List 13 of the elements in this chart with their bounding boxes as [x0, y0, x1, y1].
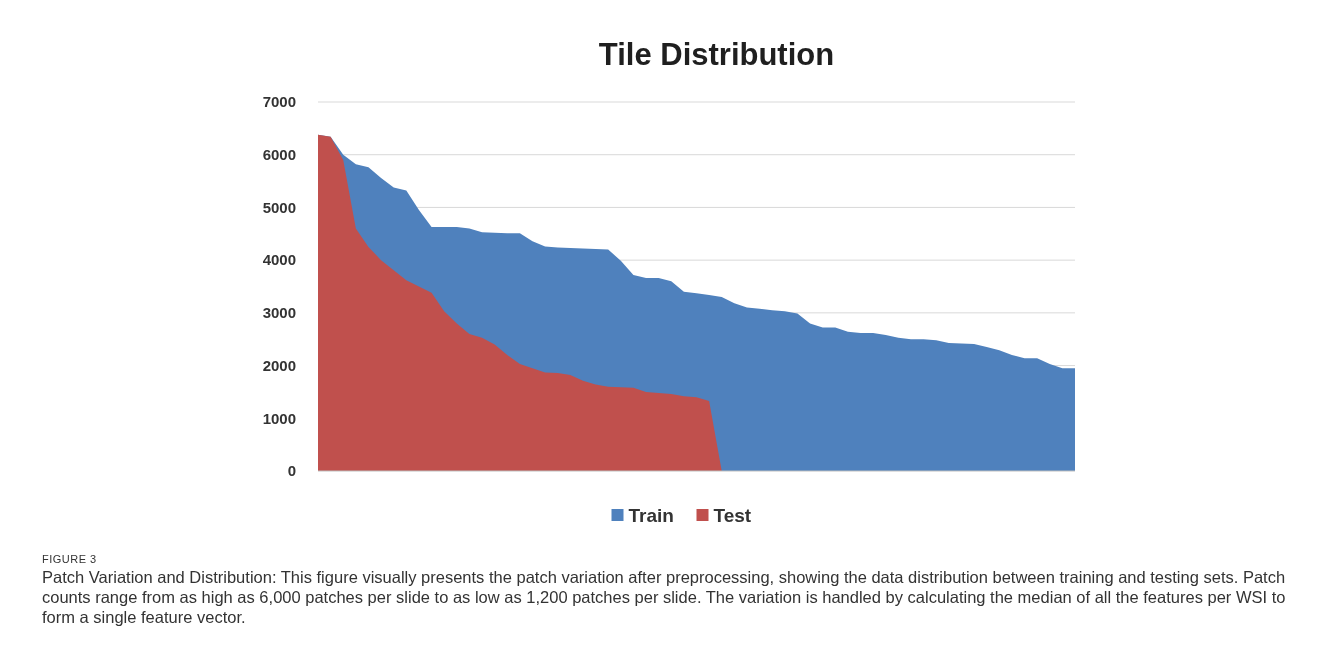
y-tick-label: 4000: [262, 251, 296, 269]
y-tick-label: 0: [287, 462, 296, 480]
y-tick-label: 5000: [262, 198, 296, 216]
y-tick-label: 3000: [262, 304, 296, 322]
caption: FIGURE 3: [42, 553, 98, 565]
y-tick-label: 2000: [262, 356, 296, 374]
legend-label: Test: [713, 504, 752, 526]
y-tick-label: 7000: [262, 93, 296, 111]
chart-title: Tile Distribution: [598, 37, 835, 72]
y-tick-label: 6000: [262, 145, 296, 163]
text: Patch Variation and Distribution: This figure visually presents the patch variation after preprocessing, showing the data distribution between training and testing sets. Patch counts range from as high as 6,000 patches per slide to as low as 1,200 patches per slide. The variation is handled by calculating the median of all the features per WSI to form a single feature vector.: [42, 567, 1287, 627]
legend-label: Train: [628, 504, 674, 526]
y-tick-label: 1000: [262, 409, 296, 427]
